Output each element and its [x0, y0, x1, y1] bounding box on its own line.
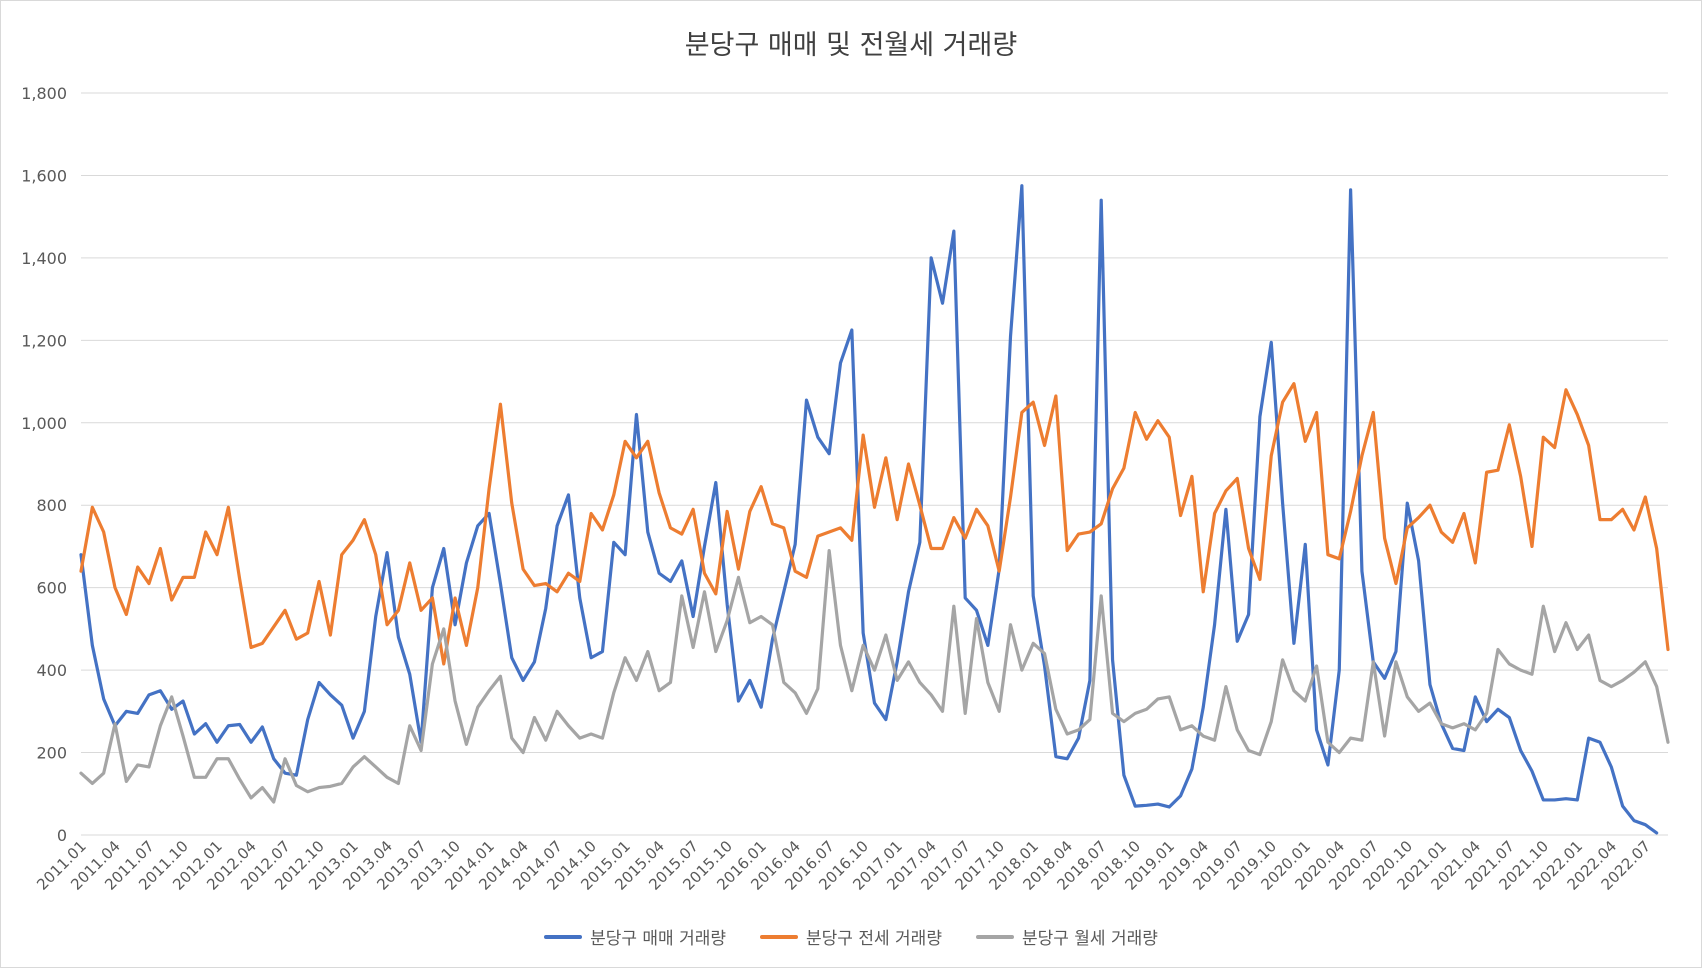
y-tick-label: 0 — [57, 826, 67, 845]
legend-label-jeonse: 분당구 전세 거래량 — [806, 929, 942, 949]
y-tick-label: 1,800 — [21, 84, 67, 103]
y-tick-label: 600 — [36, 579, 67, 598]
legend-item-jeonse: 분당구 전세 거래량 — [760, 924, 942, 949]
chart-title: 분당구 매매 및 전월세 거래량 — [684, 30, 1018, 61]
legend: 분당구 매매 거래량 분당구 전세 거래량 분당구 월세 거래량 — [1, 924, 1701, 949]
legend-swatch-jeonse — [760, 934, 799, 939]
legend-label-wolse: 분당구 월세 거래량 — [1021, 929, 1158, 949]
y-tick-label: 1,000 — [21, 414, 67, 433]
legend-swatch-wolse — [975, 934, 1014, 939]
y-tick-label: 800 — [36, 496, 67, 515]
y-tick-label: 1,200 — [21, 331, 67, 350]
y-tick-label: 1,400 — [21, 249, 67, 268]
gridlines — [81, 92, 1668, 836]
y-tick-label: 400 — [36, 661, 67, 680]
y-axis-ticks: 0 200 400 600 800 1,000 1,200 1,400 1,600 1,800 — [21, 84, 67, 845]
y-tick-label: 200 — [36, 744, 67, 763]
series-line-wolse — [79, 548, 1670, 804]
legend-label-sale: 분당구 매매 거래량 — [590, 929, 727, 949]
y-tick-label: 1,600 — [21, 166, 67, 185]
legend-item-wolse: 분당구 월세 거래량 — [975, 924, 1158, 949]
series-line-sale — [79, 184, 1659, 835]
legend-swatch-sale — [544, 934, 583, 939]
legend-item-sale: 분당구 매매 거래량 — [544, 924, 726, 949]
x-axis-ticks: 2011.012011.042011.072011.102012.012012.… — [33, 837, 1654, 894]
series-lines — [79, 184, 1670, 835]
series-line-jeonse — [79, 382, 1670, 666]
